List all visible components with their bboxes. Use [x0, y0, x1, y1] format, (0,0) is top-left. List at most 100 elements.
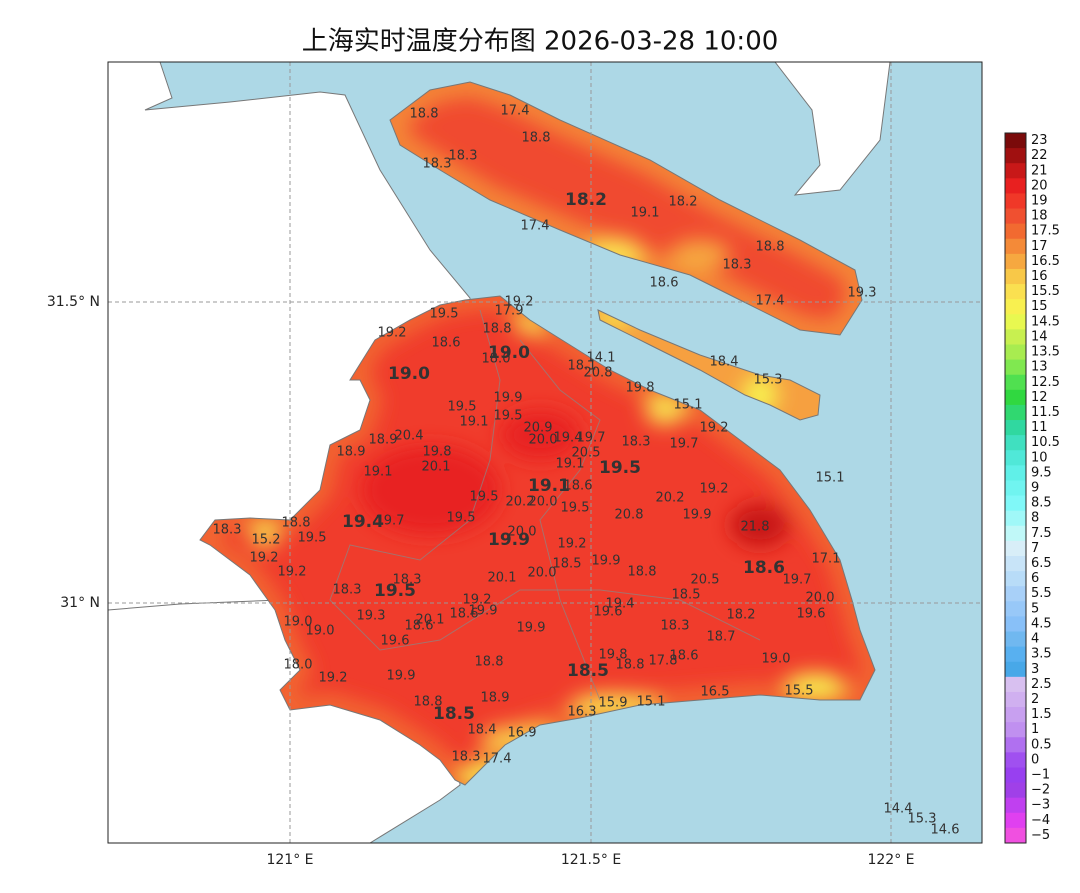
station-label: 15.2 — [252, 533, 281, 548]
station-label: 19.8 — [423, 445, 452, 460]
station-label: 17.4 — [756, 294, 785, 309]
station-label: 19.2 — [250, 551, 279, 566]
station-label: 18.0 — [482, 352, 511, 367]
station-label: 20.0 — [529, 433, 558, 448]
colorbar-label: 10.5 — [1031, 435, 1060, 450]
station-label: 18.8 — [522, 131, 551, 146]
border — [108, 599, 281, 611]
colorbar-swatch — [1005, 359, 1026, 376]
x-tick-label: 121° E — [266, 852, 313, 868]
station-label: 15.5 — [785, 684, 814, 699]
station-label: 18.7 — [707, 630, 736, 645]
colorbar-label: 18 — [1031, 209, 1048, 224]
colorbar-label: 2 — [1031, 692, 1039, 707]
colorbar-label: 15 — [1031, 299, 1048, 314]
station-label: 18.9 — [481, 691, 510, 706]
colorbar-swatch — [1005, 510, 1026, 527]
colorbar-label: 8 — [1031, 511, 1039, 526]
station-label: 19.2 — [505, 295, 534, 310]
station-label: 19.4 — [554, 431, 583, 446]
y-tick-label: 31.5° N — [47, 294, 100, 310]
station-label: 18.0 — [284, 658, 313, 673]
station-label: 18.8 — [475, 655, 504, 670]
station-label: 20.0 — [508, 525, 537, 540]
colorbar-label: −3 — [1031, 798, 1050, 813]
station-label: 19.7 — [783, 573, 812, 588]
station-label: 15.1 — [816, 471, 845, 486]
colorbar-swatch — [1005, 555, 1026, 572]
colorbar-swatch — [1005, 284, 1026, 300]
station-label: 19.7 — [670, 437, 699, 452]
station-label: 18.3 — [723, 258, 752, 273]
station-label: 20.1 — [416, 613, 445, 628]
station-label: 18.3 — [213, 523, 242, 538]
station-label: 19.6 — [797, 607, 826, 622]
station-label: 18.6 — [564, 479, 593, 494]
station-label: 18.3 — [423, 157, 452, 172]
district-label: 19.0 — [488, 343, 530, 363]
colorbar-label: 14 — [1031, 329, 1048, 344]
colorbar-swatch — [1005, 707, 1026, 723]
station-label: 19.6 — [381, 634, 410, 649]
station-label: 14.1 — [587, 351, 616, 366]
colorbar-label: 4.5 — [1031, 616, 1052, 631]
station-label: 19.2 — [558, 537, 587, 552]
colorbar-label: 11 — [1031, 420, 1048, 435]
colorbar-label: −5 — [1031, 828, 1050, 843]
colorbar-label: 6 — [1031, 571, 1039, 586]
station-label: 19.9 — [387, 669, 416, 684]
colorbar-swatch — [1005, 676, 1026, 693]
station-label: 18.8 — [756, 240, 785, 255]
colorbar-label: 17 — [1031, 239, 1048, 254]
colorbar-swatch — [1005, 631, 1026, 648]
station-label: 15.3 — [908, 812, 937, 827]
station-label: 18.3 — [333, 583, 362, 598]
station-label: 18.8 — [483, 322, 512, 337]
colorbar: 23222120191817.51716.51615.51514.51413.5… — [1004, 132, 1060, 844]
station-label: 18.5 — [553, 557, 582, 572]
station-label: 18.9 — [337, 445, 366, 460]
station-label: 19.1 — [631, 206, 660, 221]
station-labels: 18.8 17.418.818.318.319.118.217.418.818.3… — [213, 104, 960, 838]
station-label: 19.5 — [298, 531, 327, 546]
colorbar-label: 16 — [1031, 269, 1048, 284]
station-label: 18.3 — [393, 573, 422, 588]
station-label: 19.1 — [556, 457, 585, 472]
colorbar-swatch — [1005, 540, 1026, 557]
station-label: 18.8 — [628, 565, 657, 580]
colorbar-label: 5 — [1031, 601, 1039, 616]
colorbar-swatch — [1005, 133, 1026, 149]
colorbar-swatch — [1005, 314, 1026, 330]
colorbar-label: 5.5 — [1031, 586, 1052, 601]
colorbar-swatch — [1005, 253, 1026, 270]
colorbar-label: 22 — [1031, 148, 1048, 163]
y-tick-label: 31° N — [60, 595, 100, 611]
station-label: 17.8 — [649, 654, 678, 669]
station-label: 18.3 — [622, 435, 651, 450]
district-label: 18.6 — [743, 558, 785, 578]
colorbar-label: 0 — [1031, 752, 1039, 767]
colorbar-swatch — [1005, 178, 1026, 194]
station-label: 18.6 — [670, 649, 699, 664]
colorbar-swatch — [1005, 646, 1026, 663]
station-label: 20.5 — [572, 446, 601, 461]
colorbar-label: 8.5 — [1031, 496, 1052, 511]
colorbar-swatch — [1005, 389, 1026, 406]
station-label: 19.5 — [430, 307, 459, 322]
station-label: 18.3 — [449, 149, 478, 164]
colorbar-label: 2.5 — [1031, 677, 1052, 692]
colorbar-swatch — [1005, 782, 1026, 799]
station-label: 19.2 — [700, 421, 729, 436]
colorbar-swatch — [1005, 827, 1026, 844]
station-label: 20.0 — [528, 566, 557, 581]
station-label: 19.0 — [306, 624, 335, 639]
station-label: 18.8 — [414, 695, 443, 710]
station-label: 14.4 — [884, 802, 913, 817]
colorbar-swatch — [1005, 208, 1026, 225]
station-label: 19.8 — [626, 381, 655, 396]
colorbar-swatch — [1005, 238, 1026, 255]
x-tick-label: 121.5° E — [561, 852, 621, 868]
colorbar-swatch — [1005, 420, 1026, 436]
colorbar-swatch — [1005, 299, 1026, 315]
colorbar-label: 13 — [1031, 360, 1048, 375]
